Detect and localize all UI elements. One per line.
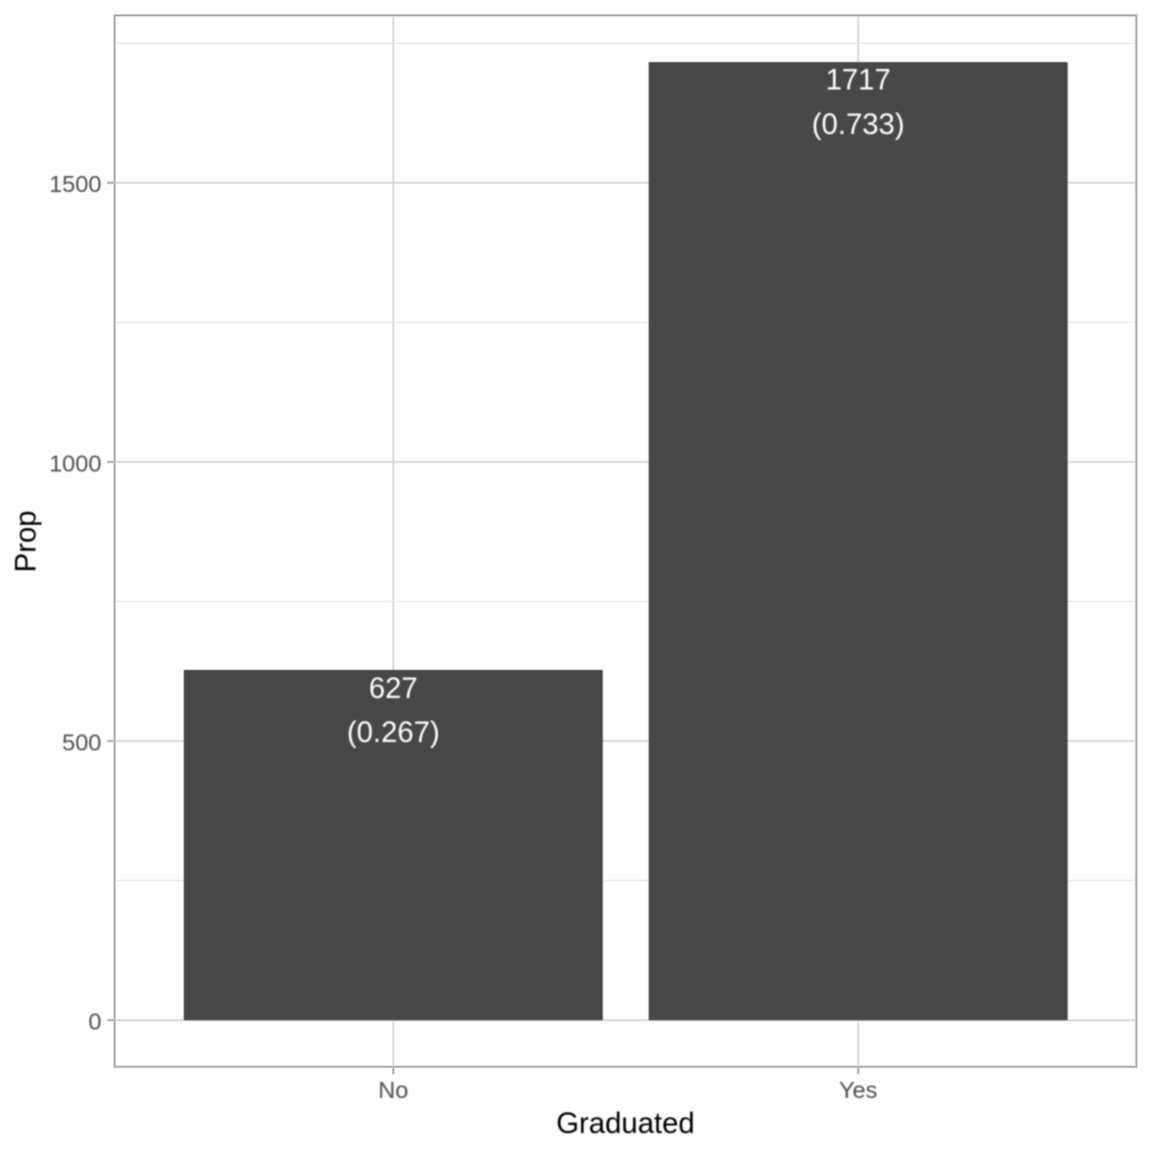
svg-text:Yes: Yes: [839, 1077, 877, 1103]
svg-text:627: 627: [369, 672, 418, 705]
svg-text:Graduated: Graduated: [556, 1107, 694, 1140]
svg-text:1500: 1500: [49, 171, 101, 197]
svg-text:No: No: [378, 1077, 408, 1103]
svg-text:500: 500: [62, 729, 101, 755]
svg-text:(0.267): (0.267): [347, 716, 440, 749]
svg-text:1717: 1717: [826, 64, 891, 97]
svg-text:1000: 1000: [49, 450, 101, 476]
svg-text:(0.733): (0.733): [812, 108, 905, 141]
svg-text:0: 0: [88, 1009, 101, 1035]
svg-text:Prop: Prop: [10, 510, 43, 572]
